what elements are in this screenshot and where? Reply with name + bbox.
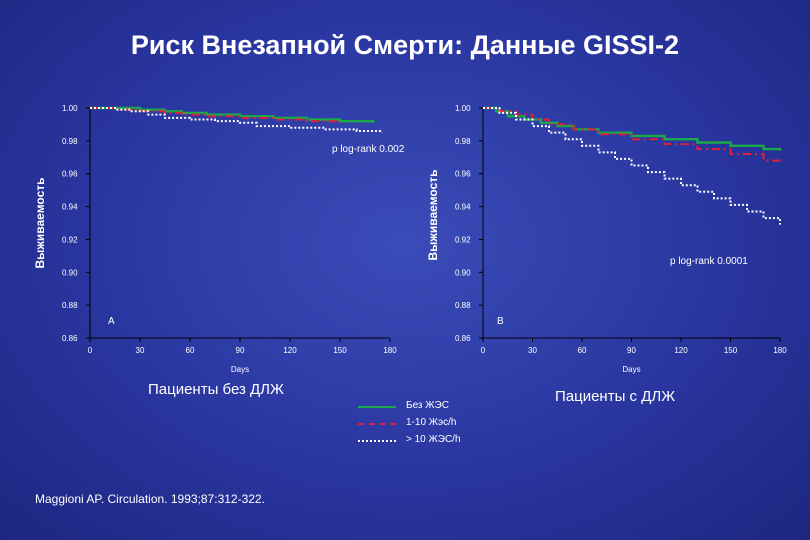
series-line-dashdot [483, 107, 781, 164]
x-tick-label: 120 [283, 346, 297, 355]
y-tick-label: 0.88 [455, 301, 471, 310]
p-value-annotation: p log-rank 0.0001 [670, 256, 748, 267]
x-axis-label: Days [231, 365, 249, 374]
series-line-dashdot [90, 107, 341, 123]
y-tick-label: 0.98 [62, 137, 78, 146]
x-tick-label: 30 [136, 346, 145, 355]
p-value-annotation: p log-rank 0.002 [332, 144, 405, 155]
x-tick-label: 150 [333, 346, 347, 355]
citation: Maggioni AP. Circulation. 1993;87:312-32… [35, 492, 265, 506]
y-tick-label: 1.00 [455, 104, 471, 113]
x-tick-label: 0 [88, 346, 93, 355]
slide-title: Риск Внезапной Смерти: Данные GISSI-2 [130, 30, 680, 60]
series-line-solid [483, 106, 782, 151]
y-tick-label: 0.90 [62, 268, 78, 277]
x-tick-label: 60 [578, 346, 587, 355]
panel-label: B [497, 316, 504, 327]
x-tick-label: 180 [773, 346, 787, 355]
y-tick-label: 0.96 [455, 170, 471, 179]
y-tick-label: 0.86 [62, 334, 78, 343]
y-tick-label: 0.98 [455, 137, 471, 146]
x-tick-label: 30 [528, 346, 537, 355]
y-tick-label: 0.86 [455, 334, 471, 343]
y-tick-label: 0.90 [455, 268, 471, 277]
right-caption: Пациенты с ДЛЖ [555, 388, 676, 405]
x-tick-label: 90 [627, 346, 636, 355]
x-tick-label: 180 [383, 346, 397, 355]
left-caption: Пациенты без ДЛЖ [148, 381, 284, 398]
x-tick-label: 120 [674, 346, 688, 355]
x-axis-label: Days [622, 365, 640, 374]
x-tick-label: 150 [724, 346, 738, 355]
y-axis-label: Выживаемость [426, 169, 440, 260]
x-tick-label: 90 [236, 346, 245, 355]
x-tick-label: 0 [481, 346, 486, 355]
legend-label: 1-10 Жэс/h [406, 417, 457, 428]
y-axis-label: Выживаемость [33, 177, 47, 268]
legend-swatch-dotted [358, 440, 396, 442]
y-tick-label: 0.94 [62, 203, 78, 212]
y-tick-label: 0.88 [62, 301, 78, 310]
legend-label: Без ЖЭС [406, 400, 449, 411]
y-tick-label: 0.94 [455, 203, 471, 212]
legend-swatch-dashdot [358, 423, 396, 425]
legend-swatch-solid [358, 406, 396, 408]
panel-label: A [108, 316, 115, 327]
x-tick-label: 60 [186, 346, 195, 355]
series-line-dotted [483, 107, 781, 225]
y-tick-label: 1.00 [62, 104, 78, 113]
y-tick-label: 0.92 [455, 235, 471, 244]
series-line-dotted [90, 107, 383, 133]
legend-label: > 10 ЖЭС/h [406, 434, 461, 445]
series-line-solid [90, 106, 375, 123]
y-tick-label: 0.96 [62, 170, 78, 179]
y-tick-label: 0.92 [62, 235, 78, 244]
